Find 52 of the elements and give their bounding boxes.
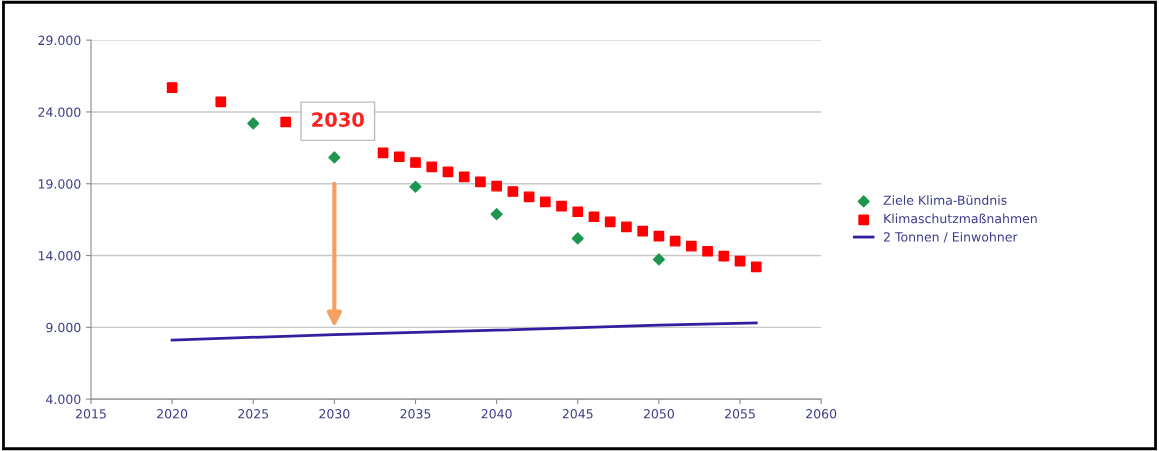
- point: [458, 171, 470, 183]
- y-tick-label: 24.000: [38, 107, 81, 117]
- legend-label: Klimaschutzmaßnahmen: [884, 213, 1037, 224]
- point: [669, 235, 681, 247]
- point: [409, 180, 422, 193]
- point: [556, 200, 567, 212]
- y-tick-label: 14.000: [38, 251, 81, 261]
- x-tick-label: 2035: [400, 409, 431, 419]
- legend-label: 2 Tonnen / Einwohner: [883, 231, 1018, 243]
- point: [215, 96, 227, 108]
- point: [475, 176, 486, 188]
- point: [621, 221, 632, 233]
- point: [426, 161, 438, 173]
- y-tick-label: 19.000: [38, 179, 81, 189]
- x-tick-label: 2030: [319, 409, 350, 419]
- point: [572, 206, 584, 218]
- x-tick-label: 2050: [643, 409, 674, 419]
- point: [637, 225, 649, 237]
- line-series: [170, 321, 758, 342]
- point: [539, 196, 551, 208]
- point: [507, 186, 519, 197]
- x-tick-label: 2055: [725, 409, 755, 419]
- point: [442, 166, 454, 178]
- point: [328, 151, 341, 164]
- point: [410, 157, 421, 168]
- y-tick-label: 29.000: [38, 35, 81, 46]
- point: [491, 180, 502, 192]
- point: [685, 240, 697, 252]
- x-tick-label: 2040: [481, 409, 512, 419]
- point: [571, 232, 584, 245]
- x-tick-label: 2060: [806, 409, 837, 419]
- point: [247, 117, 260, 130]
- point: [718, 250, 730, 262]
- point: [280, 116, 292, 128]
- annotation: 2030: [312, 112, 364, 127]
- point: [523, 191, 535, 203]
- point: [653, 230, 665, 242]
- y-tick-label: 4.000: [46, 394, 81, 405]
- point: [588, 211, 600, 223]
- legend-label: Ziele Klima-Bündnis: [883, 195, 1007, 205]
- point: [490, 208, 503, 221]
- x-tick-label: 2015: [75, 409, 106, 419]
- point: [702, 245, 713, 257]
- point: [652, 253, 665, 266]
- point: [393, 151, 405, 163]
- x-tick-label: 2045: [562, 409, 593, 419]
- point: [604, 216, 616, 228]
- x-tick-label: 2020: [157, 409, 188, 419]
- point: [750, 261, 762, 273]
- point: [166, 82, 178, 93]
- y-tick-label: 9.000: [46, 322, 81, 333]
- x-tick-label: 2025: [238, 409, 269, 419]
